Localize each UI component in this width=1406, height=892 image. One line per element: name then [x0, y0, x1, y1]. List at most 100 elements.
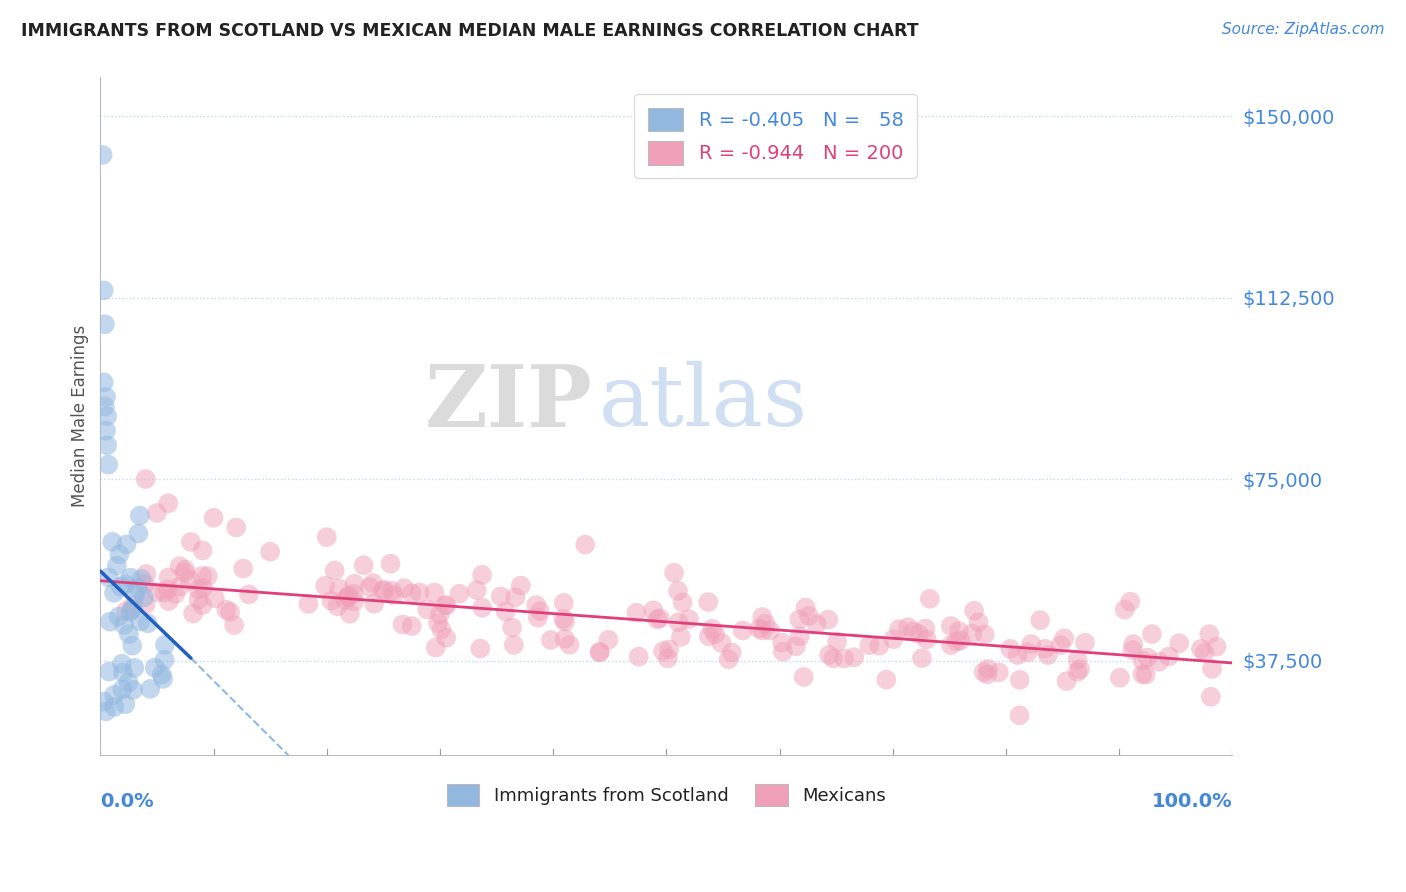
Point	[238, 587, 260, 601]
Point	[224, 618, 246, 632]
Point	[903, 624, 925, 639]
Point	[336, 590, 359, 604]
Point	[339, 607, 361, 621]
Point	[1189, 641, 1212, 656]
Point	[524, 598, 547, 612]
Point	[314, 579, 336, 593]
Point	[817, 613, 839, 627]
Point	[501, 621, 523, 635]
Point	[111, 665, 134, 680]
Point	[844, 650, 866, 665]
Point	[103, 586, 125, 600]
Point	[949, 633, 972, 648]
Point	[97, 570, 120, 584]
Point	[748, 622, 770, 636]
Point	[720, 646, 742, 660]
Point	[939, 619, 962, 633]
Point	[118, 627, 141, 641]
Point	[94, 400, 117, 414]
Point	[1008, 673, 1031, 687]
Point	[191, 598, 214, 612]
Point	[343, 594, 366, 608]
Point	[1033, 641, 1056, 656]
Point	[232, 561, 254, 575]
Point	[103, 700, 125, 714]
Point	[429, 607, 451, 622]
Point	[505, 591, 527, 605]
Point	[794, 600, 817, 615]
Point	[111, 682, 134, 697]
Point	[1036, 648, 1059, 662]
Point	[122, 599, 145, 613]
Point	[114, 577, 136, 591]
Point	[134, 577, 156, 591]
Point	[111, 657, 134, 671]
Point	[225, 520, 247, 534]
Point	[193, 581, 215, 595]
Point	[353, 558, 375, 573]
Point	[135, 566, 157, 581]
Point	[96, 409, 118, 424]
Point	[94, 704, 117, 718]
Point	[627, 649, 650, 664]
Point	[652, 644, 675, 658]
Point	[915, 632, 938, 647]
Point	[1017, 645, 1039, 659]
Point	[1019, 637, 1042, 651]
Point	[1069, 662, 1091, 676]
Point	[553, 612, 575, 626]
Point	[785, 640, 807, 654]
Point	[427, 615, 450, 630]
Point	[1201, 662, 1223, 676]
Point	[645, 612, 668, 626]
Point	[434, 631, 457, 645]
Point	[128, 508, 150, 523]
Point	[94, 390, 117, 404]
Point	[1135, 667, 1157, 681]
Point	[157, 496, 180, 510]
Point	[105, 558, 128, 573]
Point	[146, 506, 169, 520]
Text: IMMIGRANTS FROM SCOTLAND VS MEXICAN MEDIAN MALE EARNINGS CORRELATION CHART: IMMIGRANTS FROM SCOTLAND VS MEXICAN MEDI…	[21, 22, 918, 40]
Point	[973, 665, 995, 679]
Point	[897, 620, 920, 634]
Point	[157, 570, 180, 584]
Point	[96, 438, 118, 452]
Legend: Immigrants from Scotland, Mexicans: Immigrants from Scotland, Mexicans	[440, 777, 893, 814]
Point	[697, 595, 720, 609]
Point	[197, 569, 219, 583]
Point	[127, 581, 149, 595]
Point	[363, 597, 385, 611]
Point	[1140, 627, 1163, 641]
Point	[540, 633, 562, 648]
Point	[121, 639, 143, 653]
Point	[668, 615, 690, 630]
Point	[875, 673, 897, 687]
Point	[887, 622, 910, 636]
Point	[326, 599, 349, 614]
Point	[465, 583, 488, 598]
Point	[882, 632, 904, 647]
Point	[150, 667, 173, 681]
Point	[858, 638, 880, 652]
Point	[976, 667, 998, 681]
Point	[789, 629, 811, 643]
Point	[118, 675, 141, 690]
Point	[489, 590, 512, 604]
Point	[359, 580, 381, 594]
Text: 0.0%: 0.0%	[100, 792, 155, 811]
Point	[1132, 654, 1154, 668]
Point	[754, 616, 776, 631]
Point	[772, 645, 794, 659]
Point	[174, 563, 197, 577]
Point	[471, 600, 494, 615]
Point	[127, 526, 149, 541]
Point	[963, 604, 986, 618]
Point	[1149, 655, 1171, 669]
Point	[129, 615, 152, 629]
Point	[187, 582, 209, 597]
Point	[430, 623, 453, 637]
Point	[678, 612, 700, 626]
Point	[153, 585, 176, 599]
Point	[143, 661, 166, 675]
